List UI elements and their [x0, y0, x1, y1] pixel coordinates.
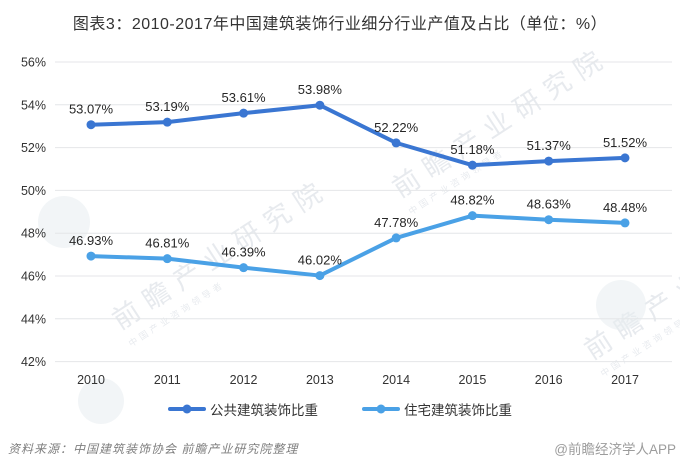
x-axis-tick-label: 2010: [77, 373, 105, 387]
x-axis-tick-label: 2015: [459, 373, 487, 387]
data-point-label: 53.61%: [222, 90, 267, 105]
data-point: [620, 153, 630, 163]
legend-label: 公共建筑装饰比重: [210, 403, 318, 418]
legend-label: 住宅建筑装饰比重: [404, 403, 512, 418]
x-axis-tick-label: 2013: [306, 373, 334, 387]
data-point-label: 47.78%: [374, 215, 419, 230]
line-chart-canvas: 56% 54% 52% 50% 48% 46% 44% 42% 2010 2011 2012 2013…: [21, 56, 672, 387]
data-point-label: 53.98%: [298, 82, 343, 97]
data-point-label: 53.07%: [69, 102, 114, 117]
data-point-label: 52.22%: [374, 120, 419, 135]
data-point: [162, 254, 172, 264]
data-point: [544, 215, 554, 225]
y-axis-tick-label: 54%: [21, 98, 46, 112]
legend-dot-marker-icon: [182, 404, 192, 414]
data-point-label: 51.37%: [527, 138, 572, 153]
data-point: [315, 271, 325, 281]
y-axis-tick-label: 56%: [21, 56, 46, 70]
data-point-label: 51.52%: [603, 135, 648, 150]
data-point: [391, 138, 401, 148]
data-point-label: 48.82%: [450, 193, 495, 208]
data-point-label: 46.39%: [222, 245, 267, 260]
data-point: [162, 117, 172, 127]
legend-line-marker-icon: [168, 404, 206, 414]
y-axis-tick-label: 42%: [21, 355, 46, 369]
legend-item-residential-buildings: 住宅建筑装饰比重: [362, 399, 512, 419]
chart-title: 图表3：2010-2017年中国建筑装饰行业细分行业产值及占比（单位：%）: [72, 16, 608, 33]
y-axis-tick-label: 52%: [21, 141, 46, 155]
data-point: [86, 251, 96, 261]
data-point: [467, 211, 477, 221]
x-axis-tick-label: 2012: [230, 373, 258, 387]
data-point: [467, 160, 477, 170]
data-point: [620, 218, 630, 228]
chart-legend: 公共建筑装饰比重 住宅建筑装饰比重: [0, 399, 680, 419]
data-point-label: 48.63%: [527, 197, 572, 212]
y-axis-tick-label: 50%: [21, 184, 46, 198]
x-axis-tick-label: 2014: [382, 373, 410, 387]
credit-note: @前瞻经济学人APP: [554, 442, 676, 457]
data-source-note: 资料来源：中国建筑装饰协会 前瞻产业研究院整理: [8, 442, 299, 456]
y-axis-tick-label: 46%: [21, 270, 46, 284]
data-point: [239, 263, 249, 273]
y-axis-tick-label: 48%: [21, 227, 46, 241]
data-point: [86, 120, 96, 130]
data-point-label: 48.48%: [603, 200, 648, 215]
data-point-label: 46.02%: [298, 253, 343, 268]
legend-dot-marker-icon: [376, 404, 386, 414]
legend-line-marker-icon: [362, 404, 400, 414]
series-line-0: [89, 103, 627, 168]
data-point: [315, 100, 325, 110]
series-line-1: [89, 213, 627, 278]
data-point-label: 51.18%: [450, 142, 495, 157]
data-point-label: 46.93%: [69, 233, 114, 248]
y-axis-tick-label: 44%: [21, 312, 46, 326]
data-point: [239, 108, 249, 118]
x-axis-tick-label: 2017: [611, 373, 639, 387]
data-point-label: 46.81%: [145, 236, 190, 251]
x-axis-tick-label: 2016: [535, 373, 563, 387]
data-point-label: 53.19%: [145, 99, 190, 114]
data-point: [544, 156, 554, 166]
data-point: [391, 233, 401, 243]
x-axis-tick-label: 2011: [154, 373, 181, 387]
legend-item-public-buildings: 公共建筑装饰比重: [168, 399, 318, 419]
